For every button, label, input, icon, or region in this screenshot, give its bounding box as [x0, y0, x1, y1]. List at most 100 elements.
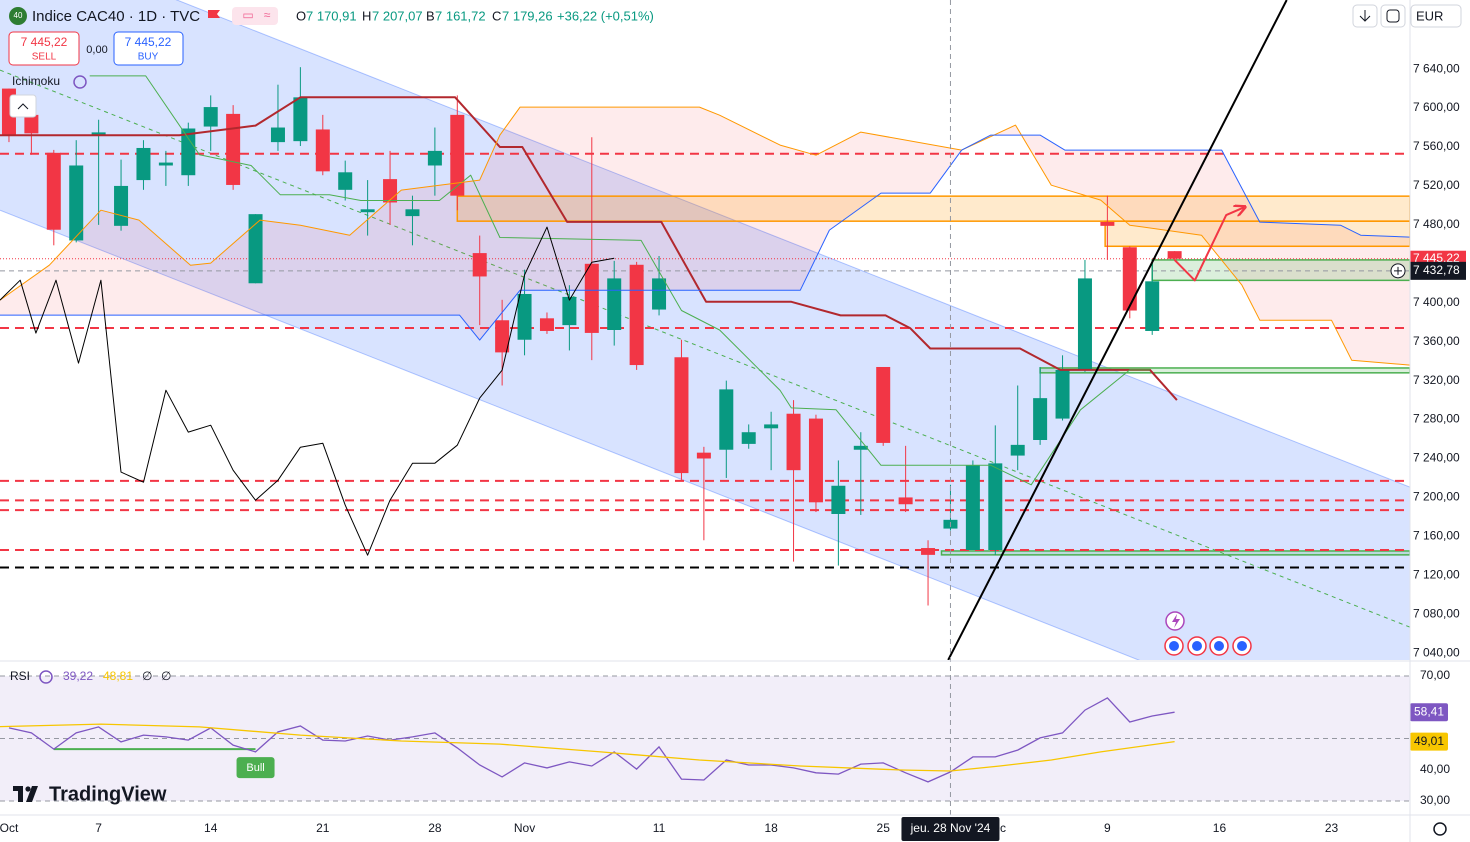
currency: EUR	[1416, 8, 1443, 23]
x-tick-label: Oct	[0, 821, 19, 835]
zone	[456, 195, 1410, 222]
ohlc-label: H	[362, 8, 371, 23]
flag-icon[interactable]	[208, 10, 220, 18]
x-tick-label: 7	[95, 821, 102, 835]
symbol[interactable]: Indice CAC40 · 1D · TVC	[32, 8, 200, 25]
candle-body	[876, 366, 891, 443]
spread: 0,00	[86, 44, 107, 56]
button[interactable]	[1380, 4, 1406, 28]
candle-body	[46, 152, 61, 230]
candle-body	[427, 150, 442, 166]
rsi-value-label: 49,01	[1414, 734, 1444, 748]
indicator-icon[interactable]	[39, 670, 53, 684]
candle-body	[853, 445, 868, 450]
buy-button[interactable]	[113, 31, 184, 66]
candle-body	[226, 113, 241, 185]
sell-button[interactable]	[8, 31, 80, 66]
zone	[1104, 220, 1410, 248]
event-icon-glyph	[1172, 614, 1180, 628]
indicator-line	[0, 134, 1410, 341]
candle-body	[517, 293, 532, 340]
ohlc-value: 7 179,26	[502, 8, 553, 23]
y-tick-label: 7 080,00	[1413, 606, 1460, 620]
add-alert-icon	[1394, 266, 1402, 275]
candle-body	[562, 296, 577, 326]
y-tick-label: 7 480,00	[1413, 217, 1460, 231]
crosshair-price-tag	[1410, 261, 1466, 280]
y-tick-label: 7 600,00	[1413, 100, 1460, 114]
ohlc-change: +36,22 (+0,51%)	[557, 8, 654, 23]
indicator-line	[89, 75, 1150, 486]
candle-body	[472, 253, 487, 277]
candle-body	[1100, 221, 1115, 226]
rsi-title[interactable]: RSI	[10, 669, 30, 683]
ohlc-value: 7 161,72	[435, 8, 486, 23]
download-icon	[1359, 10, 1371, 22]
y-tick-label: 7 160,00	[1413, 529, 1460, 543]
candle-body	[360, 209, 375, 213]
x-tick-label: Nov	[514, 821, 535, 835]
ohlc-value: 7 170,91	[306, 8, 357, 23]
candle-body	[405, 209, 420, 217]
sell-price: 7 445,22	[21, 35, 68, 49]
candle-body	[1033, 398, 1048, 440]
candle-body	[450, 114, 465, 196]
candle-body	[1055, 369, 1070, 419]
x-tick-label: 11	[653, 821, 666, 835]
indicator-line	[947, 0, 1288, 660]
candle-body	[1077, 278, 1092, 370]
x-tick-label: 9	[1104, 821, 1111, 835]
ohlc-label: C	[492, 8, 501, 23]
header: 40 Indice CAC40 · 1D · TVC ▭ ≈ O 7 170,9…	[8, 4, 1462, 118]
settings-icon[interactable]	[1433, 822, 1447, 836]
y-tick-label: 7 040,00	[1413, 645, 1460, 659]
symbol-logo	[9, 7, 27, 25]
candle-body	[674, 357, 689, 474]
crosshair-price-label: 7 432,78	[1413, 263, 1460, 277]
rsi-line	[0, 723, 1175, 772]
candle-body	[988, 463, 1003, 550]
indicator-name[interactable]: Ichimoku	[12, 74, 60, 88]
currency-button[interactable]	[1410, 4, 1462, 28]
candle-body	[1122, 247, 1137, 311]
candle-body	[383, 179, 398, 203]
candle-body	[652, 278, 667, 310]
x-tick-label: 28	[428, 821, 442, 835]
channel-lower	[0, 209, 1140, 660]
candle-body	[91, 132, 106, 136]
indicator-badge[interactable]	[232, 7, 278, 25]
candle-body	[1010, 444, 1025, 456]
symbol-logo-text: 40	[14, 11, 23, 20]
x-tick-label: 23	[1325, 821, 1339, 835]
collapse-button[interactable]	[9, 94, 37, 118]
y-tick-label: 40,00	[1420, 762, 1450, 776]
indicator-line	[0, 226, 615, 556]
candle-body	[24, 114, 39, 134]
rsi-extra: ∅	[161, 669, 171, 683]
x-tick-label: 25	[877, 821, 891, 835]
y-tick-label: 7 200,00	[1413, 490, 1460, 504]
ohlc-label: B	[426, 8, 435, 23]
candle-body	[741, 432, 756, 444]
candle-body	[584, 263, 599, 333]
brand-name: TradingView	[49, 783, 167, 805]
collapse-icon	[17, 103, 29, 110]
indicator-line	[0, 106, 1410, 366]
channel-fill	[0, 0, 1410, 660]
ohlc-label: O	[296, 8, 306, 23]
indicator-line	[1173, 207, 1245, 282]
rsi-extra: ∅	[142, 669, 152, 683]
candle-body	[248, 214, 263, 284]
badge-icon: ▭	[242, 8, 253, 22]
candle-body	[181, 128, 196, 176]
indicator-icon[interactable]	[73, 75, 87, 89]
rsi-value-tag	[1410, 703, 1448, 722]
candle-body	[719, 389, 734, 450]
candle-body	[69, 165, 84, 241]
event-icon-glyph	[1169, 641, 1179, 651]
candle-body	[315, 129, 330, 172]
rsi-legend: RSI 39,22 48,81 ∅ ∅	[10, 669, 171, 684]
sell-label: SELL	[32, 52, 57, 63]
